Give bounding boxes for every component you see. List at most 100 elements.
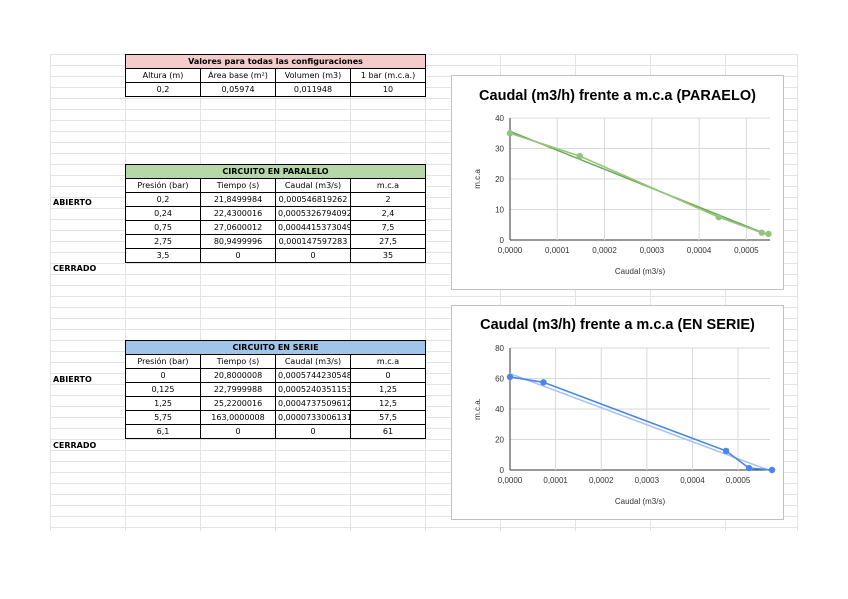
- x-tick-label: 0,0003: [640, 246, 665, 255]
- parallel-open-label: ABIERTO: [53, 198, 92, 207]
- data-cell[interactable]: 12,5: [349, 396, 427, 411]
- y-tick-label: 20: [495, 436, 504, 445]
- data-cell[interactable]: 2: [350, 192, 426, 207]
- trendline: [509, 372, 773, 473]
- y-axis-label: m.c.a.: [473, 398, 482, 420]
- y-tick-label: 40: [495, 405, 504, 414]
- data-cell[interactable]: 3,5: [125, 248, 201, 263]
- data-cell[interactable]: 2,75: [125, 234, 201, 249]
- header-cell[interactable]: Altura (m): [125, 68, 201, 83]
- data-cell[interactable]: 0,125: [125, 382, 201, 397]
- data-cell[interactable]: 5,75: [125, 410, 201, 425]
- data-cell[interactable]: 0: [275, 424, 351, 439]
- y-tick-label: 20: [495, 175, 504, 184]
- table-row: 0,2 21,8499984 0,000546819262 2: [125, 192, 426, 207]
- data-point: [715, 213, 722, 221]
- series-table-title: CIRCUITO EN SERIE: [124, 340, 427, 355]
- x-tick-label: 0,0004: [687, 246, 712, 255]
- table-row: 0,75 27,0600012 0,0004415373049 7,5: [125, 220, 426, 235]
- data-cell[interactable]: 57,5: [349, 410, 427, 425]
- value-cell[interactable]: 0,2: [125, 82, 201, 97]
- data-point: [540, 379, 547, 386]
- value-cell[interactable]: 10: [349, 82, 427, 97]
- x-axis-label: Caudal (m3/s): [615, 267, 666, 276]
- header-cell[interactable]: Tiempo (s): [200, 354, 276, 369]
- x-tick-label: 0,0005: [734, 246, 759, 255]
- data-point: [576, 152, 583, 160]
- parallel-table-title: CIRCUITO EN PARALELO: [125, 164, 426, 179]
- header-cell[interactable]: m.c.a: [349, 354, 427, 369]
- parallel-chart[interactable]: Caudal (m3/h) frente a m.c.a (PARAELO) 0…: [451, 75, 784, 290]
- data-cell[interactable]: 0: [275, 248, 351, 263]
- data-cell[interactable]: 35: [350, 248, 426, 263]
- data-cell[interactable]: 27,5: [350, 234, 426, 249]
- data-point: [745, 464, 753, 472]
- header-cell[interactable]: Caudal (m3/s): [275, 354, 351, 369]
- data-cell[interactable]: 1,25: [349, 382, 427, 397]
- data-cell[interactable]: 0,75: [125, 220, 201, 235]
- table-row: 2,75 80,9499996 0,000147597283 27,5: [125, 234, 426, 249]
- chart-title: Caudal (m3/h) frente a m.c.a (PARAELO): [479, 88, 756, 104]
- data-cell[interactable]: 21,8499984: [200, 192, 276, 207]
- data-cell[interactable]: 2,4: [350, 206, 426, 221]
- data-cell[interactable]: 163,0000008: [200, 410, 276, 425]
- common-values-table: Valores para todas las configuraciones A…: [124, 54, 427, 97]
- table-row: 1,25 25,2200016 0,0004737509612 12,5: [125, 396, 427, 411]
- x-tick-label: 0,0005: [726, 476, 751, 485]
- data-cell[interactable]: 0: [200, 248, 276, 263]
- series-table: CIRCUITO EN SERIE Presión (bar) Tiempo (…: [124, 340, 427, 439]
- data-cell[interactable]: 0,0005240351153: [275, 382, 351, 397]
- data-cell[interactable]: 22,4300016: [200, 206, 276, 221]
- series-line: [509, 376, 773, 471]
- data-cell[interactable]: 1,25: [125, 396, 201, 411]
- header-cell[interactable]: Caudal (m3/s): [275, 178, 351, 193]
- data-cell[interactable]: 0: [200, 424, 276, 439]
- table-row: 0,125 22,7999988 0,0005240351153 1,25: [125, 382, 427, 397]
- y-tick-label: 40: [495, 114, 504, 123]
- y-tick-label: 10: [495, 206, 504, 215]
- data-cell[interactable]: 0: [125, 368, 201, 383]
- header-cell[interactable]: Presión (bar): [125, 178, 201, 193]
- value-cell[interactable]: 0,011948: [275, 82, 351, 97]
- data-cell[interactable]: 0,000546819262: [275, 192, 351, 207]
- table-row: 6,1 0 0 61: [125, 424, 427, 439]
- data-cell[interactable]: 0,0004415373049: [275, 220, 351, 235]
- data-cell[interactable]: 0: [349, 368, 427, 383]
- data-cell[interactable]: 0,24: [125, 206, 201, 221]
- data-point: [758, 229, 766, 236]
- chart-title: Caudal (m3/h) frente a m.c.a (EN SERIE): [480, 317, 755, 333]
- series-chart[interactable]: Caudal (m3/h) frente a m.c.a (EN SERIE) …: [451, 305, 784, 520]
- header-cell[interactable]: Presión (bar): [125, 354, 201, 369]
- data-point: [506, 130, 514, 137]
- y-axis-label: m.c.a: [473, 169, 482, 189]
- data-point: [506, 373, 514, 381]
- table-row: 0 20,8000008 0,0005744230548 0: [125, 368, 427, 383]
- table-row: 0,24 22,4300016 0,0005326794092 2,4: [125, 206, 426, 221]
- y-tick-label: 0: [500, 236, 505, 245]
- data-cell[interactable]: 0,0005326794092: [275, 206, 351, 221]
- data-cell[interactable]: 27,0600012: [200, 220, 276, 235]
- data-cell[interactable]: 80,9499996: [200, 234, 276, 249]
- header-cell[interactable]: m.c.a: [350, 178, 426, 193]
- data-point: [722, 447, 730, 455]
- data-cell[interactable]: 0,0005744230548: [275, 368, 351, 383]
- data-cell[interactable]: 61: [349, 424, 427, 439]
- series-closed-label: CERRADO: [53, 441, 97, 450]
- header-cell[interactable]: 1 bar (m.c.a.): [349, 68, 427, 83]
- header-cell[interactable]: Volumen (m3): [275, 68, 351, 83]
- data-cell[interactable]: 0,0004737509612: [275, 396, 351, 411]
- series-chart-plot: 0 20 40 60 80 0,0000 0,0001 0,0002 0,0003 0,0004 0…: [473, 344, 776, 506]
- data-cell[interactable]: 22,7999988: [200, 382, 276, 397]
- data-cell[interactable]: 0,000147597283: [275, 234, 351, 249]
- header-cell[interactable]: Tiempo (s): [200, 178, 276, 193]
- data-cell[interactable]: 25,2200016: [200, 396, 276, 411]
- data-cell[interactable]: 0,2: [125, 192, 201, 207]
- common-table-title: Valores para todas las configuraciones: [124, 54, 427, 69]
- data-cell[interactable]: 0,0000733006131: [275, 410, 351, 425]
- data-cell[interactable]: 7,5: [350, 220, 426, 235]
- header-cell[interactable]: Área base (m²): [200, 68, 276, 83]
- value-cell[interactable]: 0,05974: [200, 82, 276, 97]
- x-tick-label: 0,0001: [545, 246, 570, 255]
- data-cell[interactable]: 6,1: [125, 424, 201, 439]
- data-cell[interactable]: 20,8000008: [200, 368, 276, 383]
